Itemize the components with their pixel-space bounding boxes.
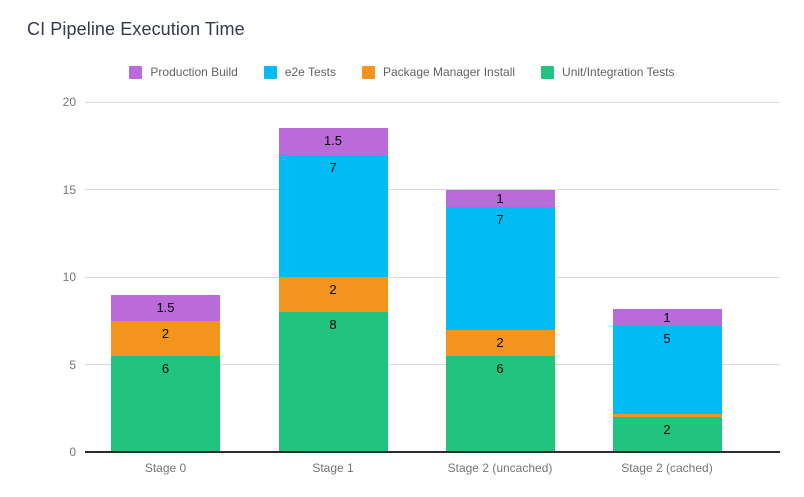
bar-segment-production-build bbox=[111, 294, 220, 321]
y-axis-tick-label: 20 bbox=[62, 95, 76, 109]
bar-segment-production-build bbox=[612, 308, 722, 326]
bar-value-label: 1 bbox=[663, 309, 671, 325]
bar-segment-e2e-tests bbox=[278, 154, 388, 277]
bar-value-label: 1.5 bbox=[156, 299, 175, 315]
bar-value-label: 7 bbox=[329, 159, 337, 175]
legend-item-package-manager-install: Package Manager Install bbox=[361, 65, 516, 79]
bar-value-label: 7 bbox=[496, 212, 504, 227]
gridline bbox=[85, 364, 780, 365]
bar-segment-package-manager-install bbox=[445, 329, 555, 356]
y-axis-tick-label: 5 bbox=[69, 357, 76, 372]
bar-segment-unit-integration-tests bbox=[111, 355, 220, 452]
y-axis-tick-label: 15 bbox=[62, 182, 76, 197]
bar-segment-e2e-tests bbox=[445, 207, 555, 330]
x-axis-category-label: Stage 2 (uncached) bbox=[447, 461, 553, 475]
y-axis-tick-label: 0 bbox=[69, 445, 76, 459]
x-axis-category-label: Stage 0 bbox=[144, 461, 187, 475]
legend-item-production-build: Production Build bbox=[129, 65, 238, 79]
bar-segment-e2e-tests bbox=[612, 326, 722, 414]
bar-segment-production-build bbox=[445, 189, 555, 207]
bar-value-label: 6 bbox=[161, 360, 170, 376]
bar-segment-unit-integration-tests bbox=[278, 312, 388, 452]
bar-value-label: 1 bbox=[496, 190, 504, 206]
y-axis-tick-label: 10 bbox=[62, 270, 76, 284]
legend-swatch-icon bbox=[129, 65, 143, 79]
bar-segment-production-build bbox=[278, 128, 388, 155]
bar-value-label: 2 bbox=[496, 334, 504, 350]
bar-value-label: 6 bbox=[496, 360, 504, 376]
bar-segment-package-manager-install bbox=[278, 277, 388, 312]
bar-value-label: 5 bbox=[663, 331, 671, 346]
legend-label: Unit/Integration Tests bbox=[562, 65, 675, 79]
chart-title: CI Pipeline Execution Time bbox=[27, 19, 245, 39]
gridline bbox=[85, 101, 780, 103]
x-axis-baseline bbox=[85, 451, 780, 453]
bar-value-label: 2 bbox=[161, 325, 170, 341]
legend-label: e2e Tests bbox=[284, 65, 336, 79]
bar-segment-unit-integration-tests bbox=[445, 355, 555, 452]
bar-segment-package-manager-install bbox=[612, 413, 722, 417]
bar-value-label: 1.5 bbox=[323, 133, 343, 149]
chart-legend: Production Build e2e Tests Package Manager… bbox=[0, 65, 804, 79]
gridline bbox=[85, 276, 780, 278]
gridline bbox=[85, 189, 780, 190]
bar-value-label: 2 bbox=[663, 422, 671, 437]
bar-segment-unit-integration-tests bbox=[612, 417, 722, 452]
bar-value-label: 2 bbox=[329, 282, 337, 297]
legend-label: Production Build bbox=[150, 65, 238, 79]
bar-value-label: 8 bbox=[329, 317, 337, 332]
legend-label: Package Manager Install bbox=[382, 65, 516, 79]
legend-swatch-icon bbox=[541, 65, 555, 79]
bar-segment-package-manager-install bbox=[111, 320, 220, 356]
legend-swatch-icon bbox=[361, 65, 375, 79]
legend-swatch-icon bbox=[263, 65, 277, 79]
x-axis-category-label: Stage 2 (cached) bbox=[621, 461, 713, 475]
x-axis-category-label: Stage 1 bbox=[312, 461, 354, 475]
legend-item-unit-integration-tests: Unit/Integration Tests bbox=[541, 65, 675, 79]
legend-item-e2e-tests: e2e Tests bbox=[263, 65, 336, 79]
